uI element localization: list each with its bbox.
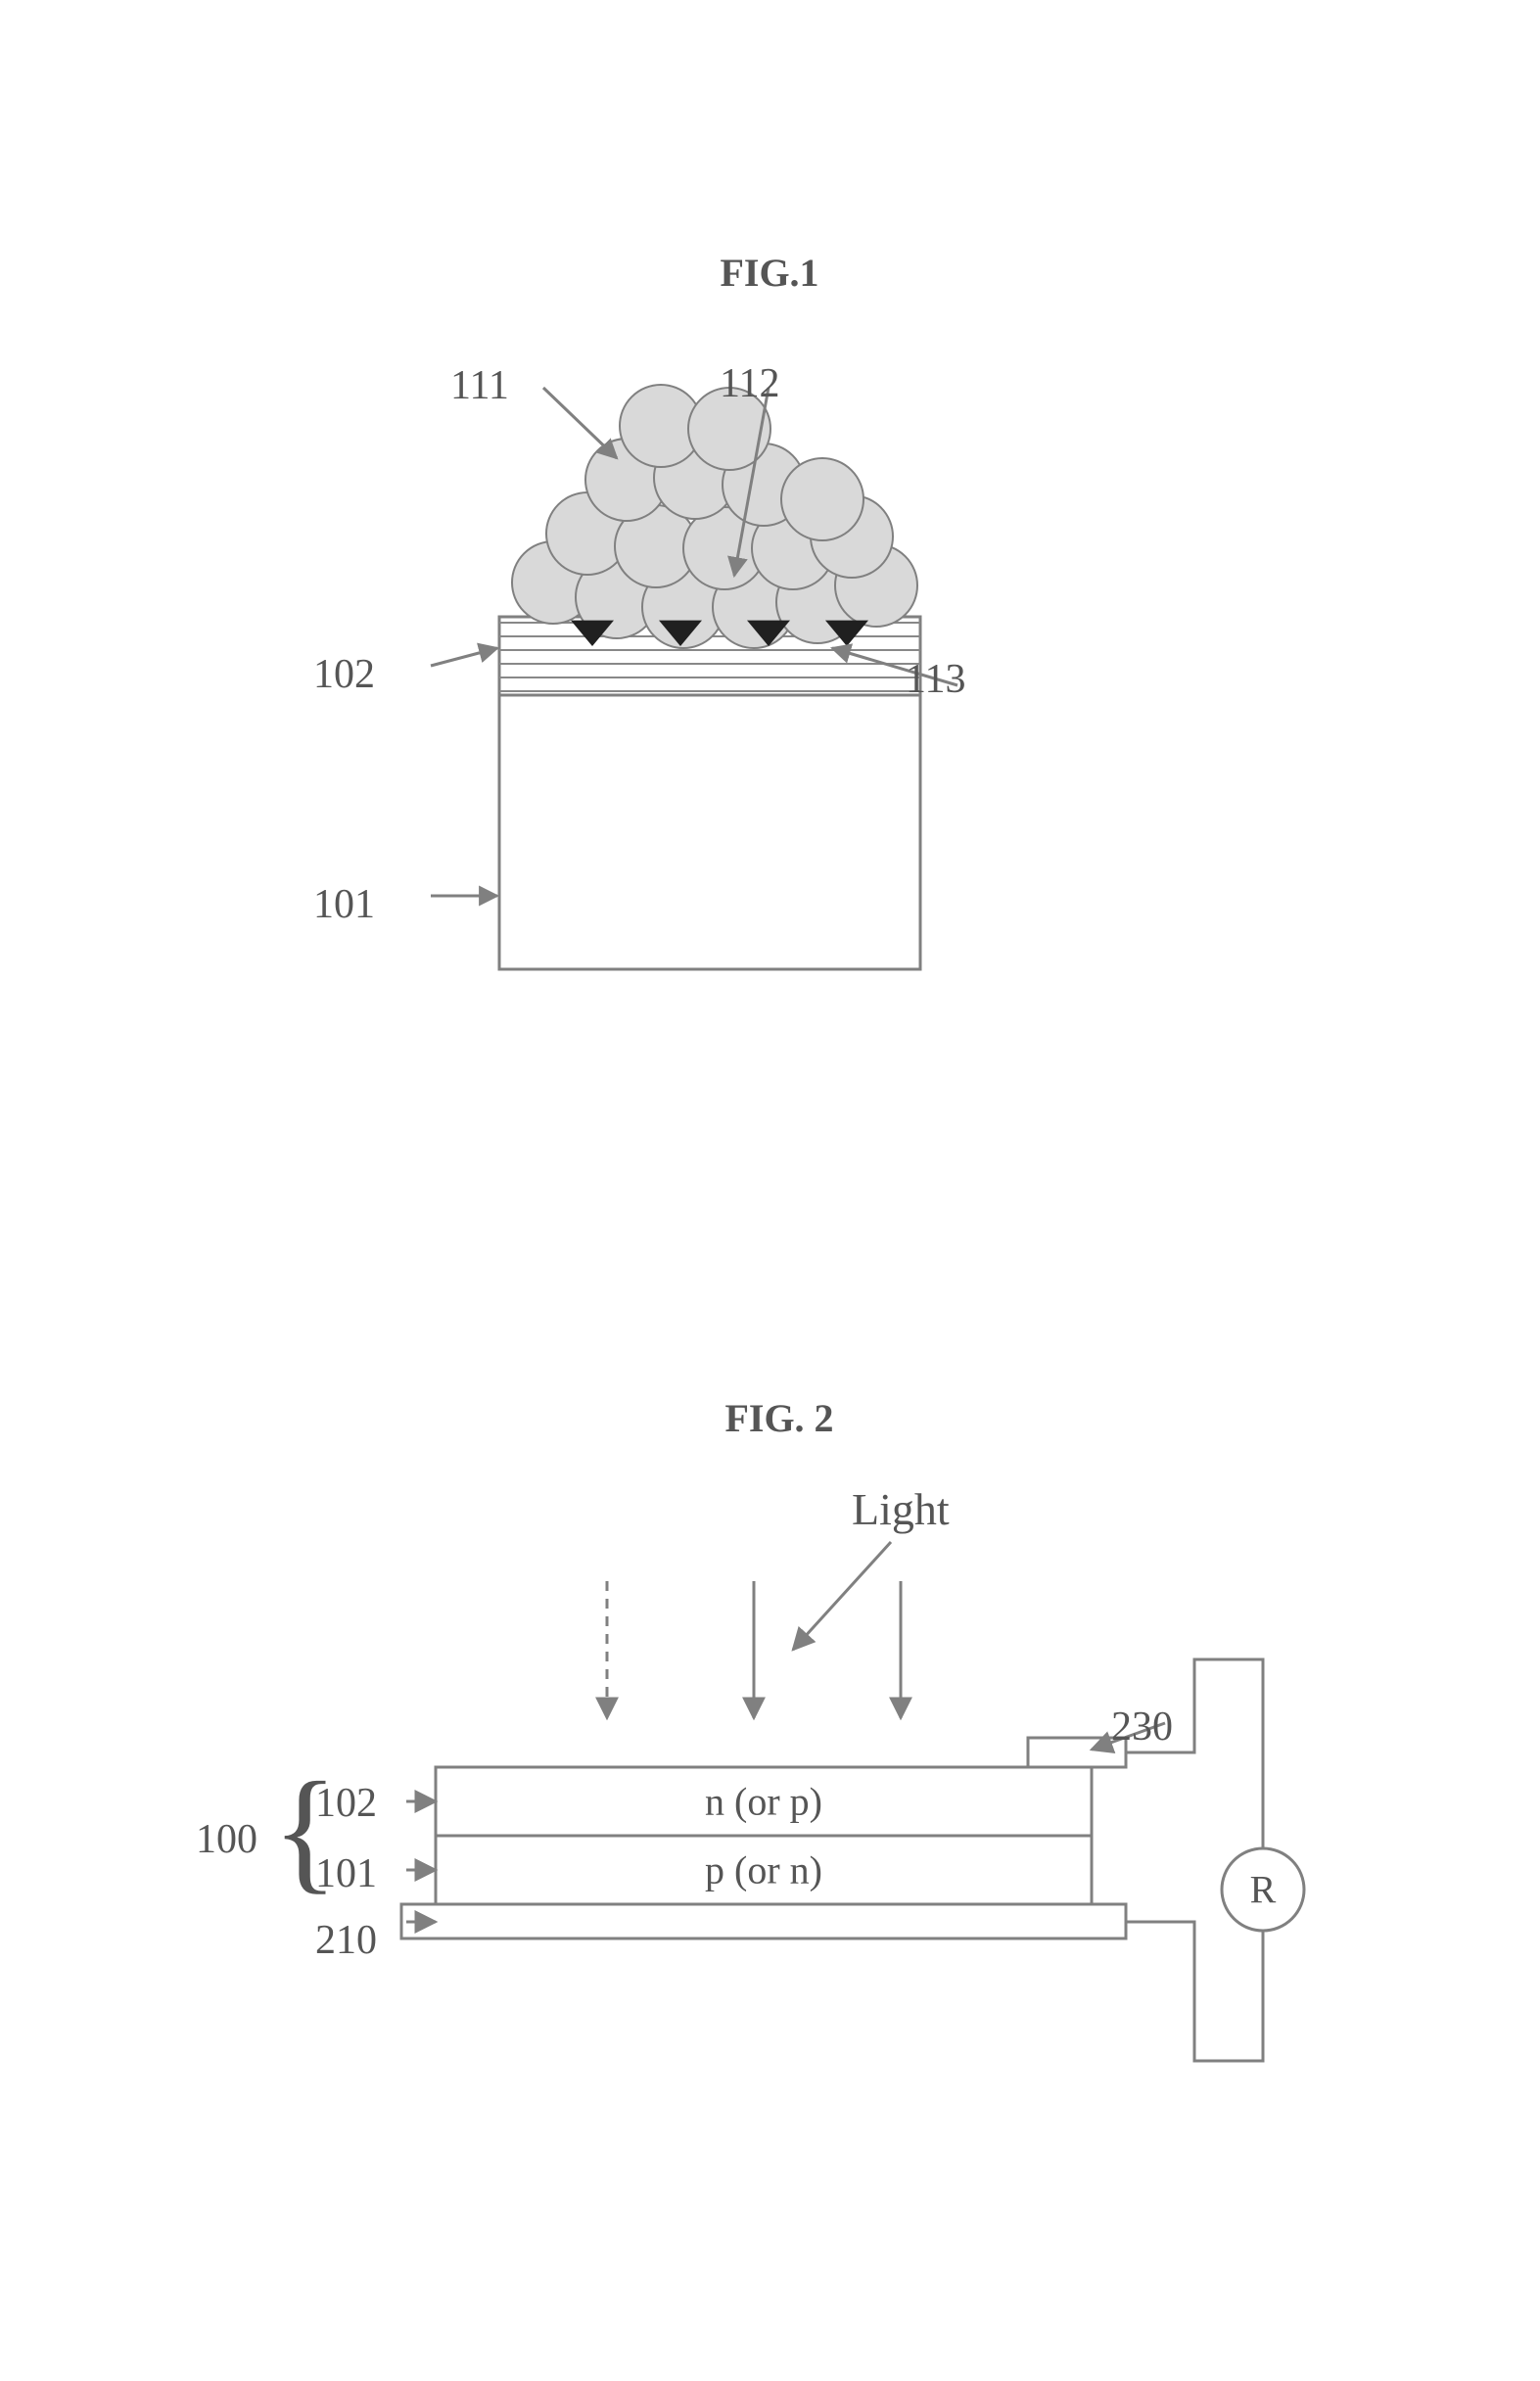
fig1-diagram (411, 352, 1116, 1018)
fig1-label-112: 112 (720, 360, 779, 407)
fig2-title: FIG. 2 (681, 1395, 877, 1441)
svg-text:n (or p): n (or p) (705, 1780, 822, 1824)
fig1-label-113: 113 (906, 656, 965, 703)
svg-text:R: R (1250, 1868, 1277, 1912)
fig2-label-101: 101 (315, 1850, 377, 1897)
fig2-label-102: 102 (315, 1780, 377, 1827)
fig2-diagram: n (or p) p (or n) R (382, 1513, 1341, 2159)
svg-text:p (or n): p (or n) (705, 1848, 822, 1892)
fig1-title: FIG.1 (672, 250, 867, 296)
fig1-label-102: 102 (313, 651, 375, 698)
fig2-label-210: 210 (315, 1917, 377, 1964)
fig1-label-111: 111 (450, 362, 509, 409)
fig2-label-100: 100 (196, 1816, 257, 1863)
fig2-label-230: 230 (1111, 1704, 1173, 1751)
page: FIG.1 111 112 102 113 101 FIG. 2 Light n… (0, 0, 1540, 2381)
fig1-label-101: 101 (313, 881, 375, 928)
